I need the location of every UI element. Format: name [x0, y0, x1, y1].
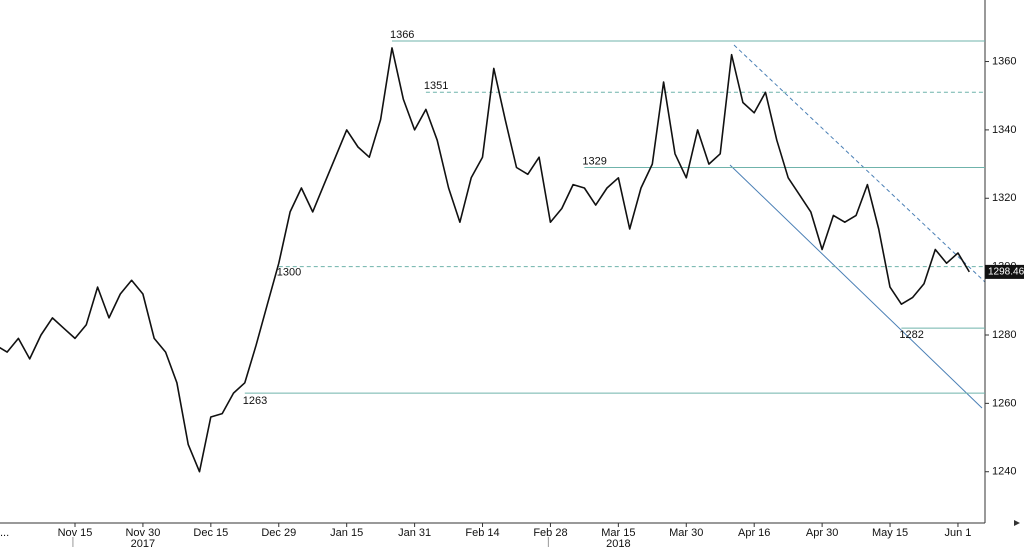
year-label: 2017 — [131, 538, 155, 549]
y-tick-label: 1320 — [992, 192, 1016, 204]
year-label: 2018 — [606, 538, 630, 549]
y-tick-label: 1240 — [992, 466, 1016, 478]
trend-line-lower — [729, 164, 983, 409]
level-label: 1282 — [899, 329, 923, 341]
x-tick-label: Feb 28 — [533, 527, 567, 539]
x-tick-label: Jan 15 — [330, 527, 363, 539]
x-tick-label: Dec 29 — [261, 527, 296, 539]
x-tick-label: Feb 14 — [465, 527, 499, 539]
x-tick-label: Mar 30 — [669, 527, 703, 539]
level-label: 1329 — [582, 155, 606, 167]
level-label: 1366 — [390, 29, 414, 41]
x-tick-label: Apr 30 — [806, 527, 838, 539]
last-price-box — [985, 264, 1024, 279]
y-tick-label: 1360 — [992, 55, 1016, 67]
y-tick-label: 1260 — [992, 397, 1016, 409]
y-tick-label: 1280 — [992, 329, 1016, 341]
x-tick-label: Nov 15 — [58, 527, 93, 539]
y-tick-label: 1340 — [992, 124, 1016, 136]
x-tick-label: Nov 30 — [125, 527, 160, 539]
x-tick-label: Jan 31 — [398, 527, 431, 539]
x-tick-label: May 15 — [872, 527, 908, 539]
trend-line-upper — [733, 44, 986, 283]
last-price-label: 1298.46 — [988, 267, 1024, 278]
level-label: 1263 — [243, 395, 267, 407]
x-tick-label: ... — [0, 527, 9, 539]
x-tick-label: Dec 15 — [193, 527, 228, 539]
axis-arrow — [1014, 520, 1020, 526]
level-label: 1300 — [277, 267, 301, 279]
level-label: 1351 — [424, 80, 448, 92]
x-tick-label: Apr 16 — [738, 527, 770, 539]
x-tick-label: Jun 1 — [944, 527, 971, 539]
price-line — [0, 47, 970, 473]
x-tick-label: Mar 15 — [601, 527, 635, 539]
